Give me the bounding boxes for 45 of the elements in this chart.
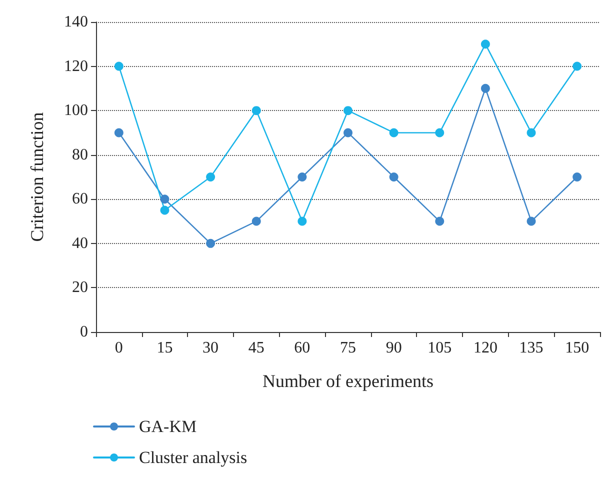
x-tick-label: 30 [202,340,219,356]
point [389,172,398,182]
point [572,62,582,71]
y-axis-title: Criterion function [27,112,47,242]
y-tick-label: 140 [64,14,88,30]
y-tick-label: 40 [72,234,88,252]
x-tick-label: 105 [428,340,452,356]
point [526,128,536,138]
y-tick-label: 0 [80,324,88,340]
y-tick-label: 120 [64,58,88,75]
point [206,172,216,182]
x-tick-label: 60 [294,340,310,356]
x-tick-label: 150 [565,340,590,356]
point [435,216,444,226]
point [344,106,352,116]
point [298,216,307,226]
point [252,216,261,226]
point [435,128,444,138]
point [114,128,124,138]
point [389,128,398,138]
point [160,194,170,204]
point [252,106,261,116]
x-axis-title: Number of experiments [262,371,434,391]
legend-label: Cluster analysis [139,448,248,467]
x-tick-label: 120 [473,340,498,356]
x-tick-label: 90 [386,340,402,356]
y-tick-label: 60 [72,190,88,208]
x-tick-label: 75 [340,340,356,356]
y-tick-label: 20 [72,279,88,296]
legend-label: GA-KM [139,417,197,436]
point [206,238,216,248]
point [114,62,124,71]
x-tick-label: 45 [248,340,264,356]
x-tick-label: 15 [156,340,173,356]
point [572,172,582,182]
x-tick-label: 135 [519,340,544,356]
x-tick-label: 0 [114,340,123,356]
point [298,172,307,182]
point [480,84,490,93]
point [160,206,170,215]
y-tick-label: 80 [72,146,88,164]
point [526,216,536,226]
point [344,128,352,138]
y-tick-label: 100 [64,102,88,120]
point [480,40,490,49]
